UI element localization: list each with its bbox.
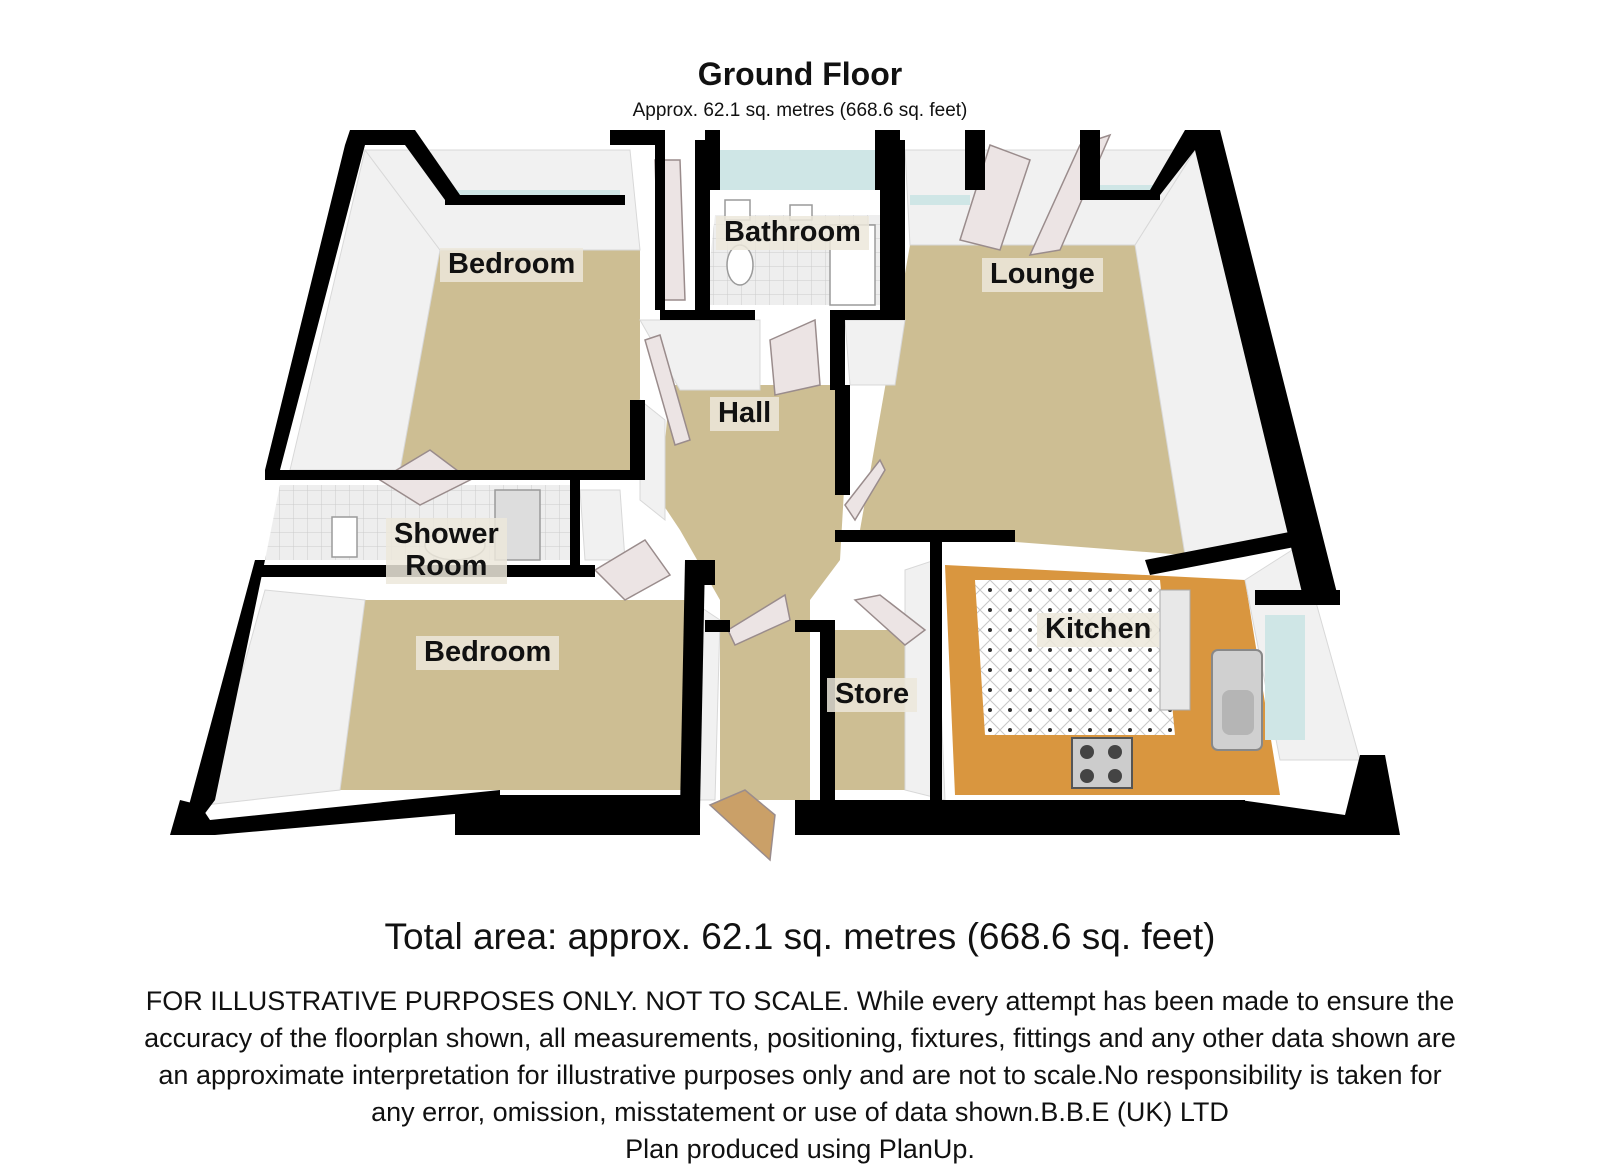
disclaimer-line: any error, omission, misstatement or use… <box>371 1097 1229 1127</box>
kitchen-fixtures <box>1071 589 1263 789</box>
hall-floor <box>660 385 850 600</box>
room-label-bedroom-2: Bedroom <box>416 636 560 670</box>
floor-title: Ground Floor <box>697 56 903 92</box>
floor-plan <box>170 130 1400 862</box>
disclaimer-line: accuracy of the floorplan shown, all mea… <box>144 1023 1456 1053</box>
kitchen-tiles <box>975 580 1175 735</box>
room-label-lounge: Lounge <box>982 258 1103 292</box>
hob <box>1071 737 1133 789</box>
total-area: Total area: approx. 62.1 sq. metres (668… <box>384 916 1216 957</box>
bedroom-2-floor <box>340 600 690 790</box>
disclaimer-line: an approximate interpretation for illust… <box>158 1060 1442 1090</box>
room-label-bathroom: Bathroom <box>716 216 869 250</box>
disclaimer: FOR ILLUSTRATIVE PURPOSES ONLY. NOT TO S… <box>25 983 1575 1168</box>
bedroom-1-floor <box>400 250 640 470</box>
fridge <box>1159 589 1191 711</box>
room-label-bedroom-1: Bedroom <box>440 248 584 282</box>
room-label-store: Store <box>827 678 918 712</box>
shower-room-line-2: Room <box>405 549 488 582</box>
room-label-kitchen: Kitchen <box>1037 613 1160 647</box>
hall-corridor-floor <box>720 600 810 800</box>
room-label-hall: Hall <box>710 397 780 431</box>
floors <box>265 215 1280 800</box>
disclaimer-line: FOR ILLUSTRATIVE PURPOSES ONLY. NOT TO S… <box>145 986 1455 1016</box>
lounge-floor <box>860 245 1185 555</box>
walls <box>170 130 1400 835</box>
room-label-shower-room: Shower Room <box>386 518 507 584</box>
wall-faces <box>204 148 1361 806</box>
shower-room-line-1: Shower <box>394 518 499 550</box>
disclaimer-line: Plan produced using PlanUp. <box>625 1134 975 1164</box>
floor-area-subtitle: Approx. 62.1 sq. metres (668.6 sq. feet) <box>632 100 968 121</box>
